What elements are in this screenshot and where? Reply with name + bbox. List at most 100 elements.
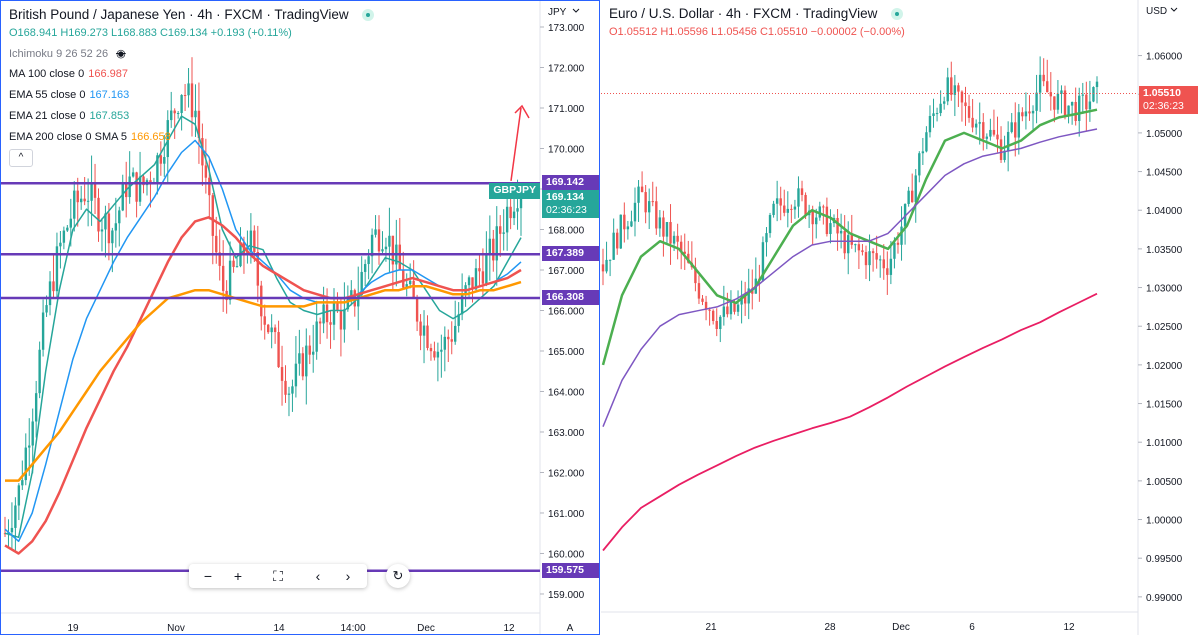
chart-title: Euro / U.S. Dollar · 4h · FXCM · Trading… — [609, 6, 878, 21]
candle-body — [492, 238, 495, 261]
candle-body — [697, 283, 701, 299]
candle-body — [215, 235, 218, 253]
indicator-name: MA 100 close 0 — [9, 68, 85, 80]
candle-body — [183, 95, 187, 97]
candle-body — [683, 251, 686, 254]
candle-body — [228, 260, 232, 301]
candle-body — [402, 269, 405, 288]
indicator-legend-item[interactable]: Ichimoku 9 26 52 26 ◉ — [9, 47, 126, 60]
fit-icon[interactable]: ⛶ — [273, 568, 283, 584]
candle-body — [836, 217, 839, 234]
candle-body — [996, 134, 999, 140]
gbpjpy-chart-pane[interactable]: JPY173.000172.000171.000170.000169.00016… — [0, 0, 600, 635]
candle-body — [925, 132, 928, 152]
candle-body — [1042, 74, 1045, 82]
candle-body — [921, 151, 925, 154]
candle-body — [187, 83, 190, 96]
collapse-legend-button[interactable]: ^ — [9, 149, 33, 167]
candle-body — [509, 206, 512, 219]
indicator-legend-item[interactable]: MA 100 close 0 166.987 — [9, 68, 128, 80]
last-price-tag: 1.05510 02:36:23 — [1139, 86, 1198, 115]
candle-body — [896, 242, 900, 245]
indicator-value: 167.853 — [89, 110, 130, 122]
indicator-legend-item[interactable]: EMA 55 close 0 167.163 — [9, 89, 129, 101]
candle-body — [1035, 92, 1038, 111]
indicator-legend-item[interactable]: EMA 21 close 0 167.853 — [9, 110, 129, 122]
candle-body — [687, 253, 690, 263]
ohlc-item: +0.193 (+0.11%) — [210, 27, 292, 39]
candle-body — [932, 113, 935, 116]
candle-body — [440, 349, 443, 352]
price-tick-label: 1.01000 — [1146, 438, 1183, 449]
gbpjpy-chart-canvas[interactable]: JPY173.000172.000171.000170.000169.00016… — [1, 1, 599, 634]
hidden-eye-icon[interactable]: ◉ — [116, 48, 126, 60]
candle-body — [211, 195, 214, 236]
arrow-head-icon — [514, 104, 530, 119]
candle-body — [616, 232, 619, 249]
eurusd-chart-canvas[interactable]: USD1.060001.055001.050001.045001.040001.… — [601, 0, 1198, 635]
candle-body — [357, 295, 360, 307]
reset-chart-button[interactable]: ↻ — [386, 564, 410, 588]
time-tick-label: 28 — [824, 622, 836, 633]
zoom-out-button[interactable]: − — [203, 568, 213, 584]
candle-body — [1031, 110, 1035, 114]
candle-body — [450, 339, 453, 342]
candle-body — [1063, 90, 1067, 117]
currency-label: JPY — [548, 7, 567, 18]
candle-body — [726, 306, 729, 315]
candle-body — [426, 325, 429, 349]
candle-body — [1070, 101, 1074, 106]
indicator-value: 166.987 — [88, 68, 128, 80]
candle-body — [377, 229, 381, 252]
price-tick-label: 173.000 — [548, 23, 585, 34]
candle-body — [918, 153, 921, 176]
price-tick-label: 171.000 — [548, 104, 585, 115]
candle-body — [118, 210, 121, 224]
candle-body — [363, 264, 367, 272]
candle-body — [208, 177, 211, 196]
candle-body — [31, 421, 34, 446]
candle-body — [180, 95, 183, 114]
candle-body — [86, 200, 90, 202]
indicator-legend-item[interactable]: EMA 200 close 0 SMA 5 166.658 — [9, 131, 171, 143]
price-tick-label: 160.000 — [548, 549, 585, 560]
price-tick-label: 159.000 — [548, 590, 585, 601]
candle-body — [907, 190, 910, 204]
candle-body — [38, 349, 41, 394]
scroll-back-button[interactable]: ‹ — [315, 568, 321, 584]
time-tick-label: 19 — [67, 623, 79, 634]
price-tick-label: 168.000 — [548, 225, 585, 236]
zoom-in-button[interactable]: + — [233, 568, 243, 584]
candle-body — [159, 155, 163, 164]
candle-body — [131, 172, 135, 177]
scroll-forward-button[interactable]: › — [345, 568, 351, 584]
candle-body — [312, 351, 315, 355]
candle-body — [719, 316, 722, 330]
candle-body — [793, 206, 797, 210]
candle-body — [336, 303, 339, 311]
candle-body — [822, 206, 825, 208]
moving-average-line — [4, 139, 522, 543]
candle-body — [871, 251, 875, 254]
candle-body — [322, 304, 325, 324]
price-tick-label: 0.99500 — [1146, 554, 1183, 565]
chart-title-row: British Pound / Japanese Yen · 4h · FXCM… — [9, 7, 375, 22]
candle-body — [443, 336, 447, 350]
candle-body — [786, 208, 790, 213]
candle-body — [201, 138, 204, 166]
candle-body — [999, 139, 1003, 160]
candle-body — [488, 238, 492, 254]
moving-average-line — [4, 115, 522, 539]
candle-body — [914, 175, 917, 203]
candle-body — [1074, 101, 1077, 122]
price-tick-label: 162.000 — [548, 468, 585, 479]
time-tick-label: Dec — [892, 622, 910, 633]
candle-body — [412, 280, 415, 299]
candle-body — [783, 205, 786, 213]
price-tick-label: 1.02000 — [1146, 361, 1183, 372]
eurusd-chart-pane[interactable]: USD1.060001.055001.050001.045001.040001.… — [601, 0, 1198, 635]
candle-body — [989, 129, 992, 137]
candle-body — [256, 251, 260, 286]
candle-body — [704, 301, 708, 310]
bar-countdown: 02:36:23 — [1143, 100, 1184, 113]
